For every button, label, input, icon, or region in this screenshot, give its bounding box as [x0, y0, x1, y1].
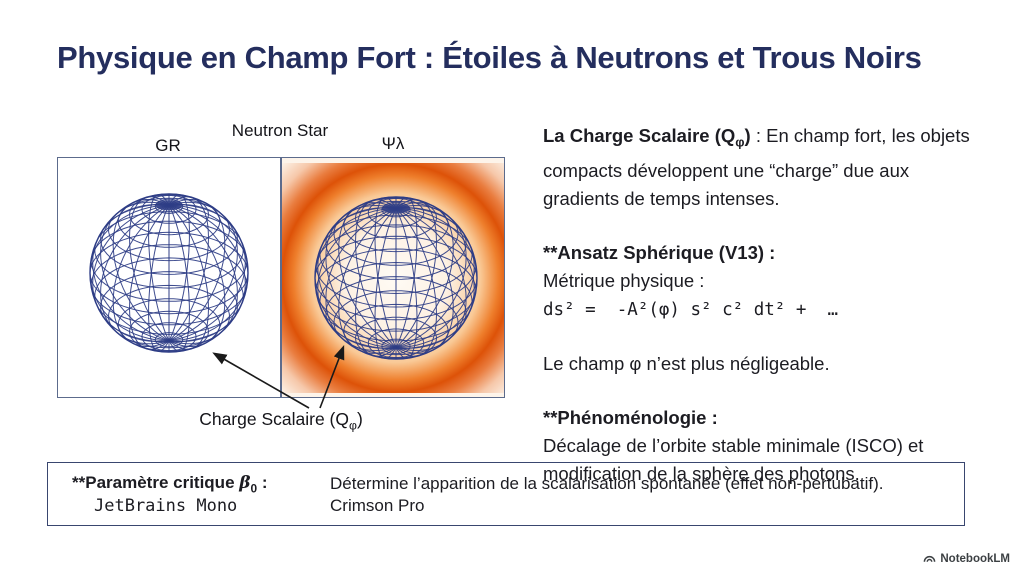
gr-wireframe-sphere	[89, 193, 249, 353]
notebooklm-icon	[924, 555, 936, 562]
font-label-jetbrains: JetBrains Mono	[94, 496, 238, 517]
scalarized-panel	[281, 157, 505, 398]
caption-subscript: φ	[349, 418, 357, 433]
beta-subscript: 0	[250, 481, 258, 496]
figure-heading: Neutron Star	[231, 121, 329, 140]
footer-brand: NotebookLM	[923, 552, 1010, 565]
caption-close: )	[356, 409, 363, 429]
brand-text: NotebookLM	[940, 552, 1010, 565]
phenomenology-heading: **Phénoménologie :	[543, 406, 718, 428]
parameter-heading: **Paramètre critique β0 :	[72, 473, 268, 496]
panel-label-psi: Ψλ	[381, 134, 405, 153]
metric-equation: ds² = -A²(φ) s² c² dt² + …	[543, 299, 839, 320]
panel-label-gr: GR	[155, 136, 181, 155]
caption-text: Charge Scalaire (Q	[199, 409, 349, 429]
page-title: Physique en Champ Fort : Étoiles à Neutr…	[57, 40, 922, 75]
paragraph-field-note: Le champ φ n’est plus négligeable.	[543, 352, 830, 374]
font-label-crimson: Crimson Pro	[330, 496, 425, 516]
scalarized-wireframe-sphere	[314, 196, 478, 360]
gr-panel	[57, 157, 281, 398]
ansatz-heading: **Ansatz Sphérique (V13) :	[543, 241, 776, 263]
scalar-charge-heading: La Charge Scalaire (Qφ)	[543, 125, 751, 150]
critical-parameter-box: **Paramètre critique β0 : Détermine l’ap…	[47, 462, 965, 526]
beta-symbol: β	[239, 473, 251, 493]
parameter-description: Détermine l’apparition de la scalarisati…	[330, 474, 884, 494]
metric-label: Métrique physique :	[543, 269, 705, 291]
paragraph-scalar-charge: La Charge Scalaire (Qφ) : En champ fort,…	[543, 122, 979, 213]
phenomenology-body: Décalage de l’orbite stable minimale (IS…	[543, 434, 924, 484]
text-column: La Charge Scalaire (Qφ) : En champ fort,…	[543, 122, 979, 514]
paragraph-ansatz: **Ansatz Sphérique (V13) : Métrique phys…	[543, 239, 979, 324]
comparison-panels	[57, 157, 505, 398]
scalar-charge-body: : En champ fort, les objets compacts dév…	[543, 125, 970, 209]
figure-caption: Charge Scalaire (Qφ)	[57, 409, 505, 433]
paragraph-phenomenology: **Phénoménologie : Décalage de l’orbite …	[543, 404, 979, 488]
